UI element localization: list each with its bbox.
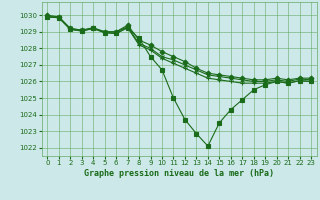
X-axis label: Graphe pression niveau de la mer (hPa): Graphe pression niveau de la mer (hPa) [84, 169, 274, 178]
